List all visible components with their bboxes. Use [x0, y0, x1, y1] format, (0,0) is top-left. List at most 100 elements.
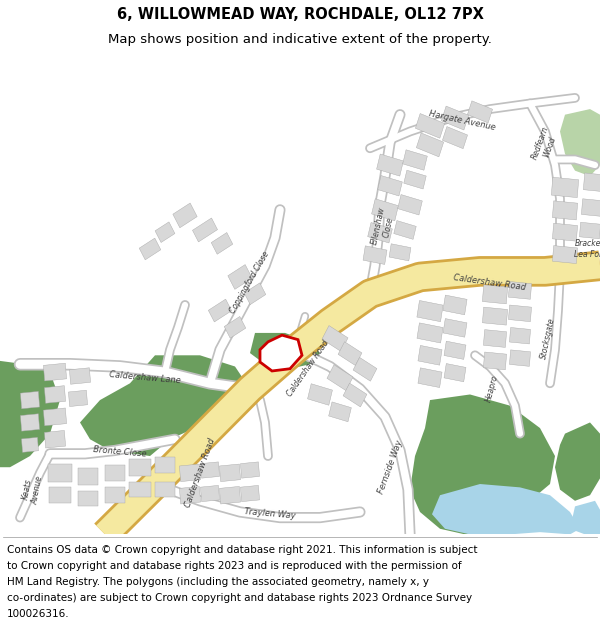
Text: Map shows position and indicative extent of the property.: Map shows position and indicative extent… [108, 33, 492, 46]
Polygon shape [260, 335, 302, 371]
FancyBboxPatch shape [580, 222, 600, 239]
FancyBboxPatch shape [220, 486, 241, 504]
FancyBboxPatch shape [22, 438, 38, 452]
FancyBboxPatch shape [368, 222, 392, 243]
FancyBboxPatch shape [443, 319, 467, 337]
FancyBboxPatch shape [398, 194, 422, 215]
FancyBboxPatch shape [211, 232, 233, 254]
FancyBboxPatch shape [394, 221, 416, 239]
FancyBboxPatch shape [482, 307, 508, 325]
FancyBboxPatch shape [338, 342, 362, 366]
Text: Caldershaw Road: Caldershaw Road [453, 273, 527, 292]
FancyBboxPatch shape [553, 201, 578, 220]
FancyBboxPatch shape [129, 482, 151, 498]
FancyBboxPatch shape [416, 133, 443, 157]
Text: Bronte Close: Bronte Close [93, 445, 147, 458]
FancyBboxPatch shape [179, 464, 200, 482]
Text: Hargate Avenue: Hargate Avenue [428, 109, 496, 132]
Text: Heapro: Heapro [484, 374, 500, 404]
Text: Redfearn
Wood: Redfearn Wood [530, 125, 560, 164]
FancyBboxPatch shape [193, 218, 218, 242]
Text: Bracken
Lea Fold: Bracken Lea Fold [574, 239, 600, 259]
FancyBboxPatch shape [371, 199, 398, 221]
FancyBboxPatch shape [155, 482, 175, 498]
FancyBboxPatch shape [44, 386, 65, 403]
FancyBboxPatch shape [551, 177, 578, 198]
FancyBboxPatch shape [484, 329, 506, 348]
FancyBboxPatch shape [553, 246, 578, 264]
FancyBboxPatch shape [20, 391, 40, 409]
FancyBboxPatch shape [48, 464, 72, 482]
Text: to Crown copyright and database rights 2023 and is reproduced with the permissio: to Crown copyright and database rights 2… [7, 561, 462, 571]
FancyBboxPatch shape [241, 462, 260, 478]
FancyBboxPatch shape [105, 465, 125, 481]
FancyBboxPatch shape [43, 363, 67, 381]
FancyBboxPatch shape [70, 368, 91, 384]
FancyBboxPatch shape [200, 462, 220, 478]
Text: Fernside Way: Fernside Way [376, 439, 404, 495]
FancyBboxPatch shape [308, 384, 332, 405]
FancyBboxPatch shape [43, 408, 67, 426]
Text: HM Land Registry. The polygons (including the associated geometry, namely x, y: HM Land Registry. The polygons (includin… [7, 577, 429, 587]
FancyBboxPatch shape [244, 283, 266, 304]
FancyBboxPatch shape [389, 244, 411, 261]
FancyBboxPatch shape [442, 106, 469, 130]
FancyBboxPatch shape [139, 238, 161, 260]
Text: Caldershaw Road: Caldershaw Road [183, 437, 217, 509]
FancyBboxPatch shape [353, 357, 377, 381]
FancyBboxPatch shape [200, 486, 220, 502]
FancyBboxPatch shape [583, 173, 600, 192]
Text: Caldershaw Lane: Caldershaw Lane [109, 370, 181, 385]
FancyBboxPatch shape [444, 341, 466, 359]
FancyBboxPatch shape [404, 170, 426, 189]
FancyBboxPatch shape [442, 127, 467, 149]
FancyBboxPatch shape [78, 468, 98, 485]
FancyBboxPatch shape [241, 486, 260, 502]
FancyBboxPatch shape [20, 414, 40, 431]
FancyBboxPatch shape [467, 101, 493, 123]
FancyBboxPatch shape [68, 390, 88, 406]
Text: 100026316.: 100026316. [7, 609, 70, 619]
FancyBboxPatch shape [343, 383, 367, 407]
FancyBboxPatch shape [105, 488, 125, 503]
FancyBboxPatch shape [509, 328, 530, 344]
FancyBboxPatch shape [179, 486, 200, 504]
FancyBboxPatch shape [49, 488, 71, 503]
FancyBboxPatch shape [322, 326, 348, 351]
FancyBboxPatch shape [415, 114, 445, 138]
Text: Coppingford Close: Coppingford Close [229, 250, 271, 315]
FancyBboxPatch shape [553, 223, 578, 241]
FancyBboxPatch shape [444, 364, 466, 382]
FancyBboxPatch shape [155, 222, 175, 243]
FancyBboxPatch shape [228, 264, 252, 289]
FancyBboxPatch shape [173, 203, 197, 228]
FancyBboxPatch shape [443, 295, 467, 315]
Text: Ellenshaw
Close: Ellenshaw Close [370, 206, 397, 248]
FancyBboxPatch shape [377, 176, 403, 196]
FancyBboxPatch shape [508, 305, 532, 322]
FancyBboxPatch shape [417, 323, 443, 343]
FancyBboxPatch shape [482, 285, 508, 304]
FancyBboxPatch shape [155, 457, 175, 473]
FancyBboxPatch shape [329, 402, 352, 422]
FancyBboxPatch shape [484, 352, 506, 370]
Text: Caldershaw Road: Caldershaw Road [285, 339, 331, 399]
FancyBboxPatch shape [581, 199, 600, 216]
FancyBboxPatch shape [220, 464, 241, 482]
Text: Traylen Way: Traylen Way [244, 508, 296, 521]
Text: Stocksgate: Stocksgate [539, 317, 557, 360]
FancyBboxPatch shape [129, 459, 151, 476]
FancyBboxPatch shape [418, 346, 442, 365]
Text: co-ordinates) are subject to Crown copyright and database rights 2023 Ordnance S: co-ordinates) are subject to Crown copyr… [7, 593, 472, 603]
Text: Contains OS data © Crown copyright and database right 2021. This information is : Contains OS data © Crown copyright and d… [7, 545, 478, 555]
FancyBboxPatch shape [508, 281, 532, 299]
Text: 6, WILLOWMEAD WAY, ROCHDALE, OL12 7PX: 6, WILLOWMEAD WAY, ROCHDALE, OL12 7PX [116, 8, 484, 22]
FancyBboxPatch shape [327, 365, 353, 391]
FancyBboxPatch shape [418, 368, 442, 388]
FancyBboxPatch shape [208, 299, 232, 322]
FancyBboxPatch shape [224, 316, 246, 338]
FancyBboxPatch shape [417, 301, 443, 322]
Text: Keats
Avenue: Keats Avenue [20, 474, 44, 506]
FancyBboxPatch shape [78, 491, 98, 506]
FancyBboxPatch shape [509, 350, 530, 366]
